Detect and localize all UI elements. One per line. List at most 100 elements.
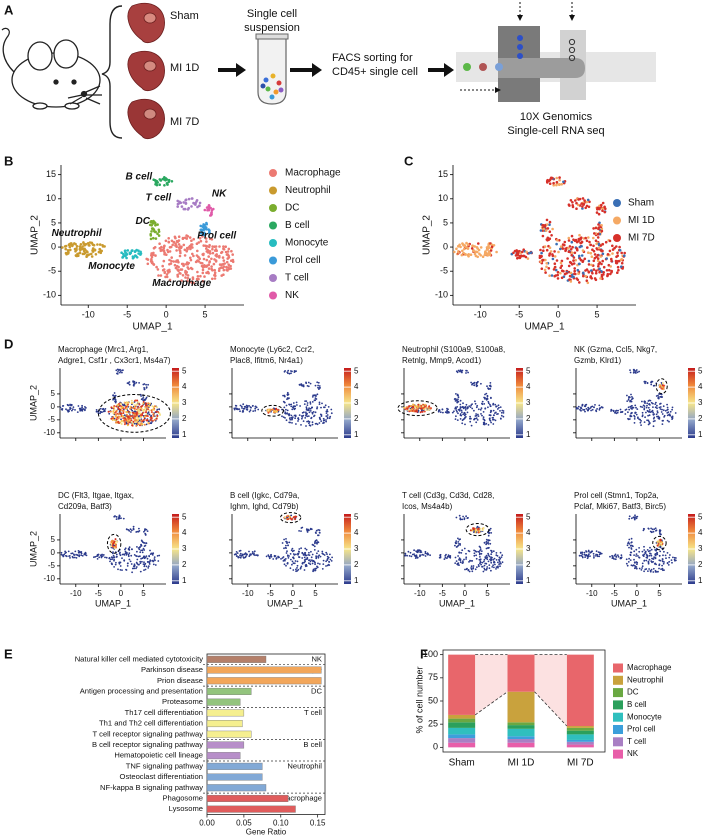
x-tick-label: 0.00 bbox=[199, 819, 215, 828]
cell-dot bbox=[149, 553, 152, 555]
bar-segment bbox=[448, 742, 476, 748]
cell-dot bbox=[481, 561, 484, 564]
cell-dot bbox=[465, 515, 467, 518]
cell-dot bbox=[149, 560, 152, 562]
cell-dot bbox=[174, 236, 177, 240]
cell-dot bbox=[477, 242, 480, 245]
cell-dot bbox=[635, 548, 638, 551]
subplot-title: Adgre1, Csf1r , Cx3cr1, Ms4a7) bbox=[58, 356, 171, 365]
cell-dot bbox=[628, 538, 631, 541]
cell-dot bbox=[287, 518, 290, 521]
cell-dot bbox=[648, 558, 651, 561]
cell-dot bbox=[101, 244, 104, 247]
legend-dot bbox=[269, 291, 277, 300]
cell-dot bbox=[307, 409, 309, 412]
cell-dot bbox=[462, 251, 465, 255]
cell-dot bbox=[213, 277, 217, 280]
colorbar-label: 4 bbox=[526, 382, 531, 391]
cell-dot bbox=[657, 396, 660, 398]
cell-dot bbox=[603, 210, 607, 214]
cell-dot bbox=[584, 405, 587, 408]
cell-dot bbox=[468, 561, 470, 563]
cell-dot bbox=[670, 559, 673, 561]
cell-dot bbox=[306, 415, 309, 418]
cell-dot bbox=[481, 255, 485, 258]
colorbar-label: 1 bbox=[698, 430, 703, 439]
cell-dot bbox=[141, 560, 143, 563]
cell-dot bbox=[437, 410, 440, 413]
cell-dot bbox=[638, 547, 640, 549]
x-tick-label: -10 bbox=[242, 589, 254, 598]
cell-dot bbox=[473, 245, 477, 248]
cell-dot bbox=[197, 204, 201, 208]
cell-dot bbox=[130, 399, 133, 402]
legend-dot bbox=[613, 199, 621, 207]
cell-dot bbox=[143, 545, 146, 547]
cell-dot bbox=[186, 276, 190, 280]
cell-dot bbox=[150, 224, 153, 227]
cell-dot bbox=[465, 416, 467, 418]
cell-dot bbox=[109, 410, 112, 413]
cell-dot bbox=[630, 415, 633, 418]
step-label: suspension bbox=[244, 22, 300, 34]
brace bbox=[101, 5, 123, 139]
cell-dot bbox=[294, 518, 297, 521]
cluster-outline bbox=[655, 378, 668, 395]
cell-dot bbox=[208, 261, 211, 264]
cell-dot bbox=[81, 245, 84, 248]
cell-dot bbox=[141, 423, 144, 426]
subplot-title: DC (Flt3, Itgae, Itgax, bbox=[58, 491, 134, 500]
cell-dot bbox=[154, 223, 157, 227]
cell-dot bbox=[161, 264, 164, 268]
cell-dot bbox=[633, 370, 635, 372]
cell-dot bbox=[320, 406, 322, 409]
cell-dot bbox=[634, 565, 636, 567]
cell-dot bbox=[117, 413, 120, 416]
cell-dot bbox=[460, 409, 463, 412]
cell-dot bbox=[595, 211, 599, 214]
cell-dot bbox=[461, 562, 464, 564]
cell-dot bbox=[195, 277, 199, 281]
cell-dot bbox=[210, 265, 213, 268]
bar-segment bbox=[448, 714, 476, 719]
cell-dot bbox=[610, 408, 613, 411]
legend-dot bbox=[269, 256, 277, 265]
cell-dot bbox=[227, 263, 230, 267]
cell-dot bbox=[668, 556, 671, 559]
cell-dot bbox=[606, 253, 610, 256]
cell-dot bbox=[455, 415, 457, 418]
cell-dot bbox=[145, 397, 147, 400]
cell-dot bbox=[152, 263, 156, 266]
cell-dot bbox=[483, 558, 486, 561]
cell-dot bbox=[620, 261, 624, 265]
cell-dot bbox=[462, 418, 465, 421]
cell-dot bbox=[290, 558, 292, 561]
cell-dot bbox=[68, 243, 72, 246]
cell-dot bbox=[569, 248, 573, 251]
cell-dot bbox=[578, 233, 581, 237]
colorbar-label: 2 bbox=[182, 560, 187, 569]
cell-dot bbox=[598, 267, 601, 271]
cell-dot bbox=[666, 419, 669, 422]
cell-dot bbox=[471, 383, 473, 386]
cell-dot bbox=[656, 553, 659, 556]
cell-dot bbox=[492, 564, 494, 567]
cell-dot bbox=[203, 227, 207, 230]
cell-dot bbox=[490, 245, 494, 249]
cell-dot bbox=[145, 411, 147, 414]
cell-dot bbox=[114, 413, 117, 416]
x-tick-label: -5 bbox=[439, 589, 447, 598]
cell-dot bbox=[154, 559, 156, 562]
cell-dot bbox=[558, 178, 561, 182]
cell-dot bbox=[587, 259, 591, 263]
cell-dot bbox=[661, 387, 664, 390]
bar-segment bbox=[448, 654, 476, 715]
cell-dot bbox=[487, 534, 490, 537]
cell-dot bbox=[120, 251, 123, 254]
cell-dot bbox=[492, 423, 495, 425]
cell-dot bbox=[635, 413, 638, 416]
row-label: Lysosome bbox=[169, 804, 203, 813]
cell-dot bbox=[99, 407, 102, 410]
cell-dot bbox=[318, 416, 321, 419]
cell-dot bbox=[499, 557, 502, 560]
